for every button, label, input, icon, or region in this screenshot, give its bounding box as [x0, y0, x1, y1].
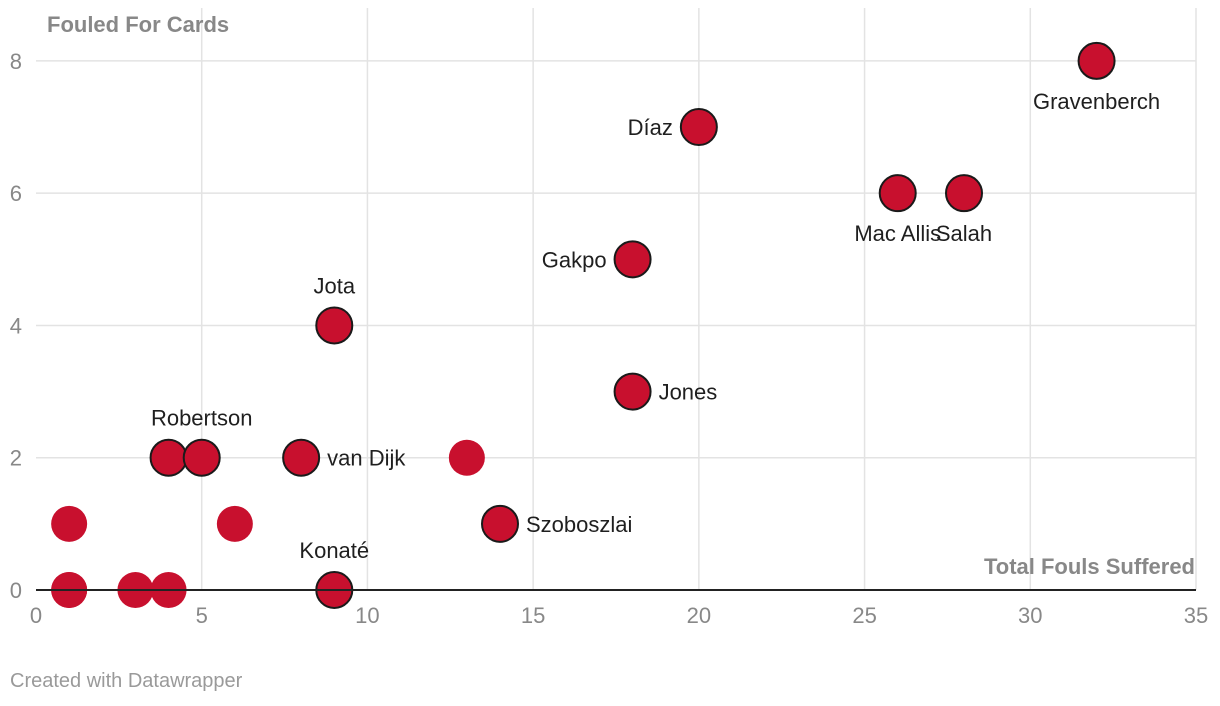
grid — [36, 8, 1197, 590]
point-label: Díaz — [628, 115, 673, 140]
data-point — [216, 505, 253, 542]
x-tick-label: 10 — [355, 603, 379, 628]
y-tick-label: 8 — [10, 49, 22, 74]
data-point — [1077, 41, 1116, 80]
x-tick-label: 15 — [521, 603, 545, 628]
data-point — [315, 306, 354, 345]
point-label: Jones — [659, 380, 718, 405]
y-axis-title: Fouled For Cards — [47, 12, 229, 37]
y-tick-label: 6 — [10, 181, 22, 206]
data-point — [613, 372, 652, 411]
point-label: Szoboszlai — [526, 512, 632, 537]
x-tick-label: 0 — [30, 603, 42, 628]
data-point — [945, 174, 983, 213]
point-label: Robertson — [151, 406, 253, 431]
x-tick-label: 25 — [852, 603, 876, 628]
x-tick-label: 35 — [1184, 603, 1208, 628]
x-tick-label: 30 — [1018, 603, 1042, 628]
tick-labels: 0 5 10 15 20 25 30 35 0 2 4 6 8 — [10, 49, 1208, 628]
data-point — [182, 438, 221, 477]
point-label: Mac Allis — [854, 221, 941, 246]
y-tick-label: 4 — [10, 313, 22, 338]
data-point — [878, 174, 917, 213]
data-point — [149, 438, 188, 477]
y-tick-label: 2 — [10, 446, 22, 471]
data-point — [282, 438, 321, 477]
data-point — [481, 504, 519, 543]
x-tick-label: 5 — [196, 603, 208, 628]
point-label: Jota — [313, 273, 355, 298]
credit-text: Created with Datawrapper — [10, 670, 243, 692]
scatter-chart: 0 5 10 15 20 25 30 35 0 2 4 6 8 Fouled For Cards Tot… — [10, 8, 1208, 628]
data-point — [448, 439, 485, 476]
x-tick-label: 20 — [687, 603, 711, 628]
point-label: Konaté — [299, 538, 369, 563]
x-axis-title: Total Fouls Suffered — [984, 554, 1195, 579]
point-label: Gakpo — [542, 247, 607, 272]
point-label: van Dijk — [327, 446, 406, 471]
data-point — [613, 240, 652, 279]
point-label: Salah — [936, 221, 992, 246]
data-point — [51, 505, 88, 542]
point-label: Gravenberch — [1033, 89, 1160, 114]
point-labels: Konaté Robertson van Dijk Szoboszlai Jota Jon… — [151, 89, 1160, 563]
data-point — [679, 108, 718, 147]
y-tick-label: 0 — [10, 578, 22, 603]
